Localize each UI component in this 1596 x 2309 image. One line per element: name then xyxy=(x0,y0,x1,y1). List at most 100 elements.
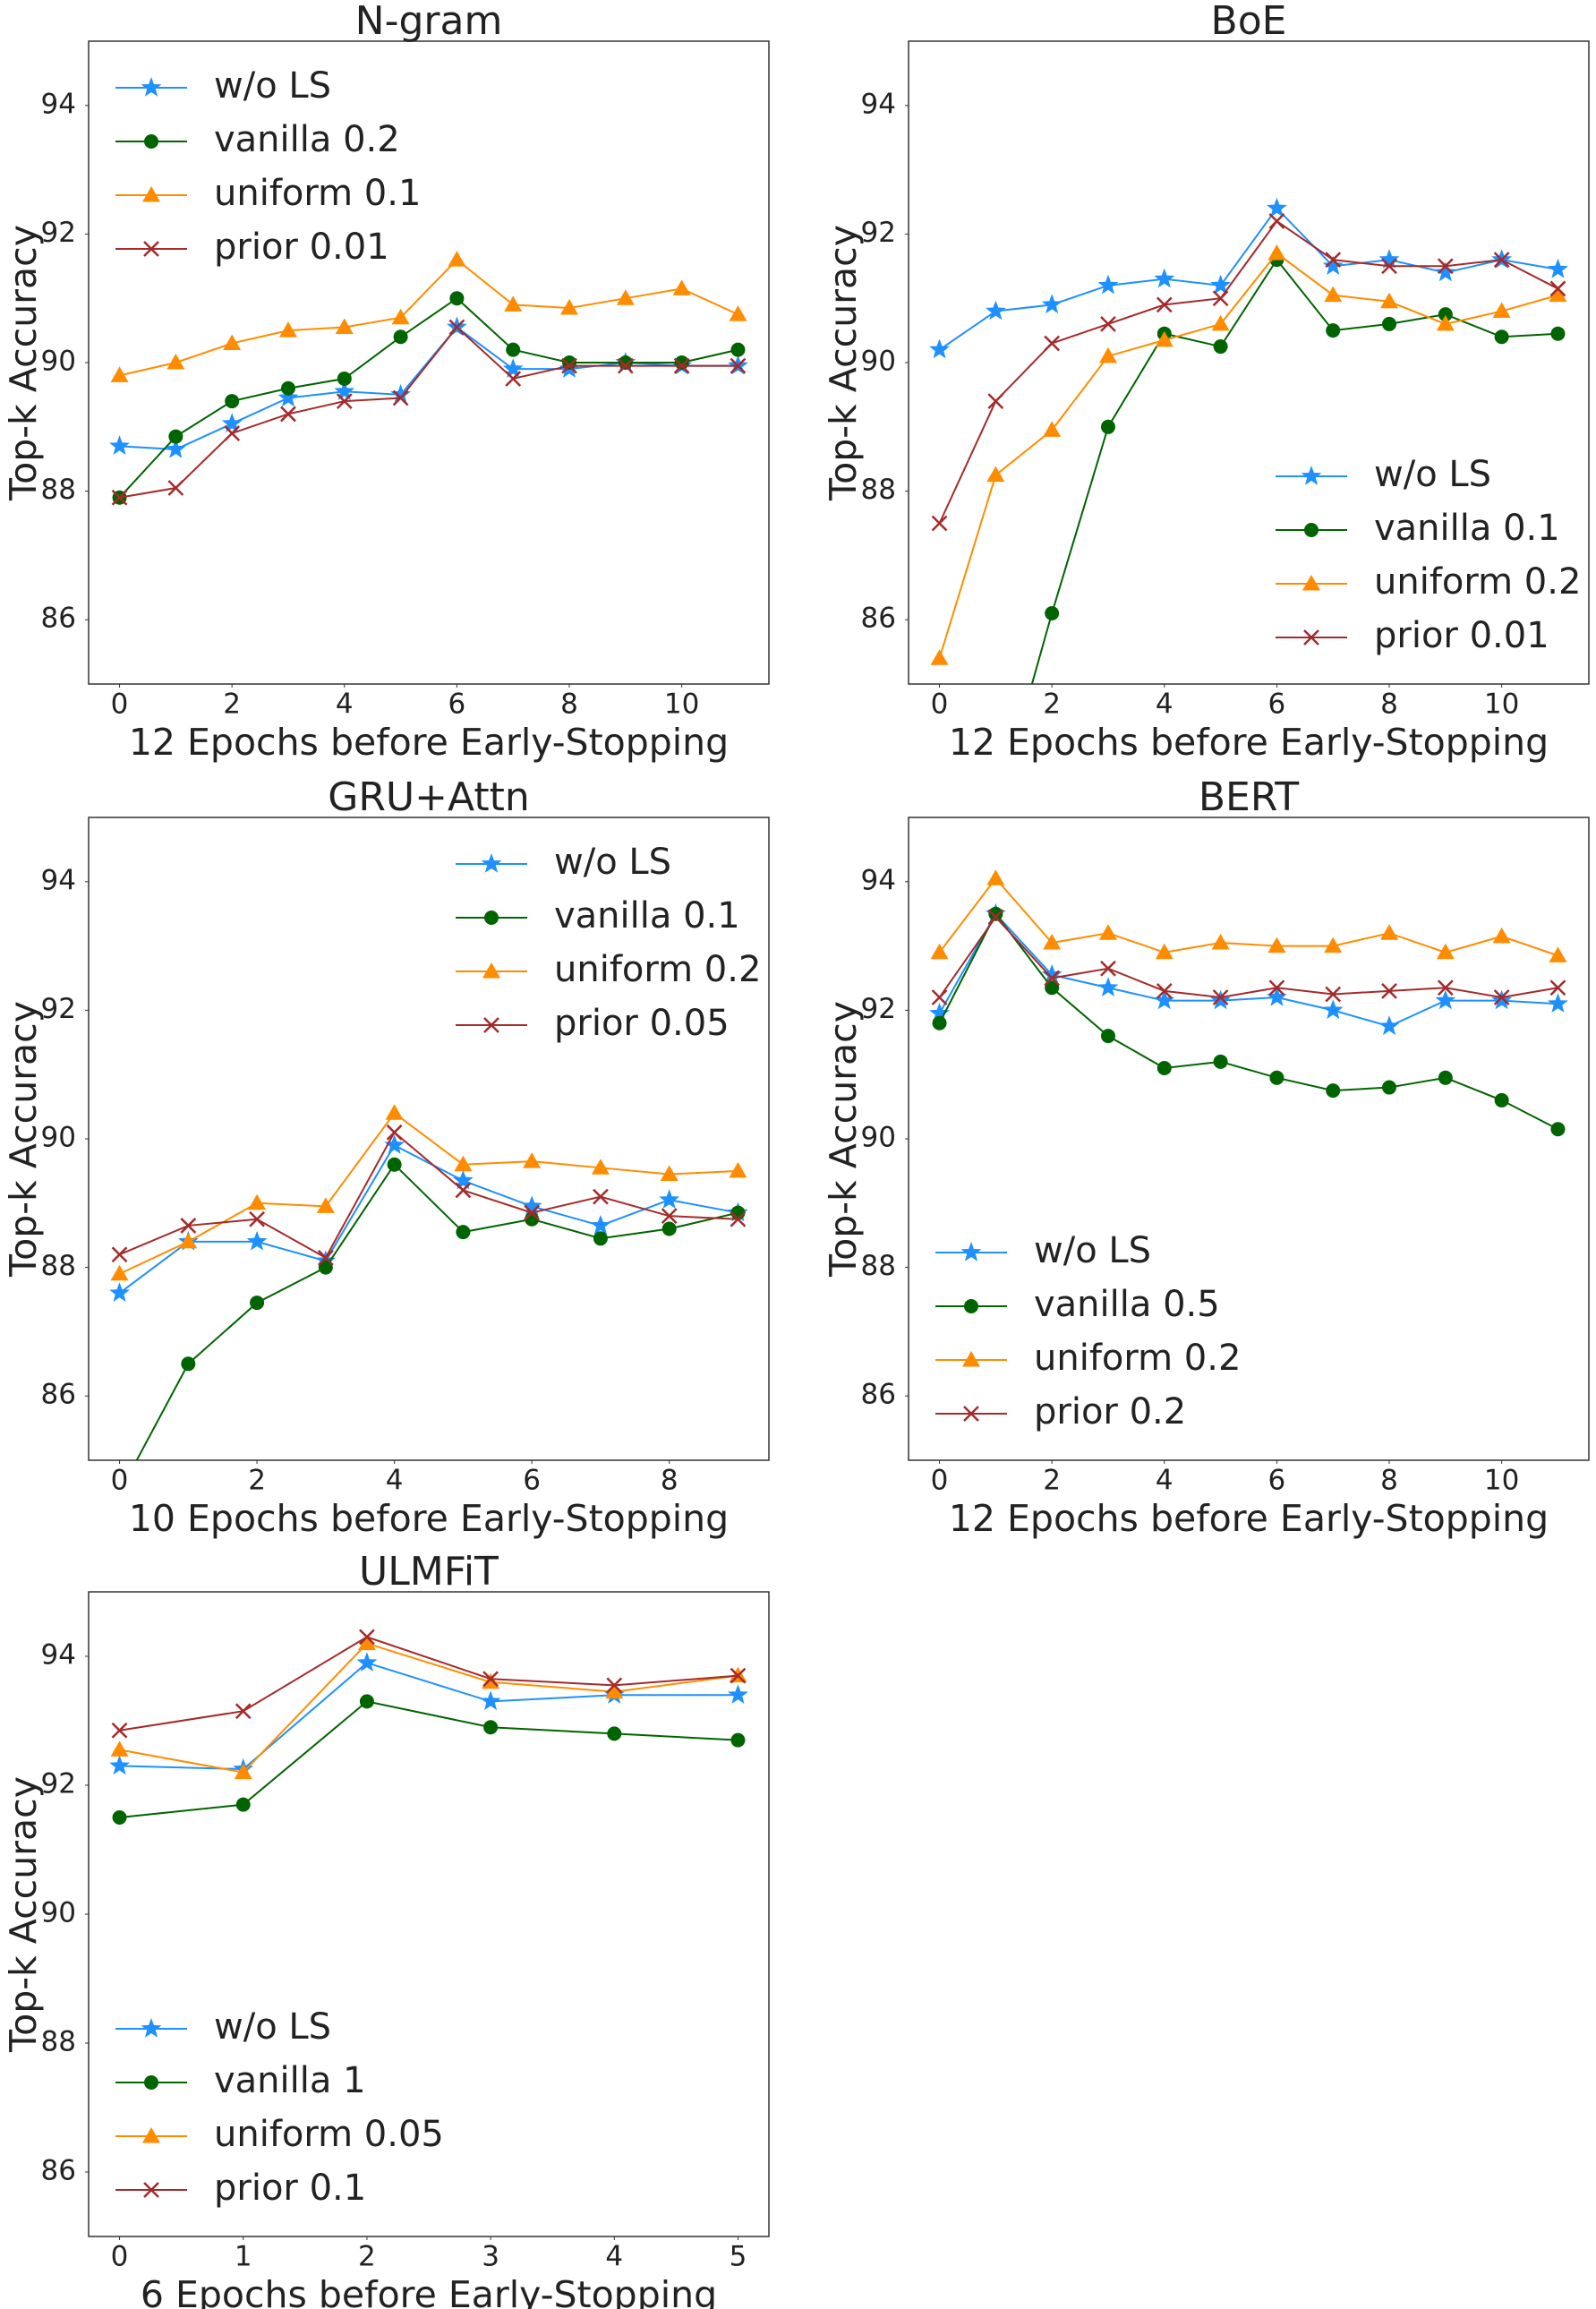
marker xyxy=(1325,252,1342,269)
series-line xyxy=(118,1143,738,1295)
marker xyxy=(1326,1083,1341,1099)
y-axis-label: Top-k Accuracy xyxy=(822,225,865,501)
marker xyxy=(112,1810,127,1825)
marker xyxy=(1549,946,1567,962)
marker xyxy=(660,1165,679,1181)
marker xyxy=(673,357,690,374)
y-tick-label: 92 xyxy=(41,993,76,1025)
marker xyxy=(280,381,295,396)
series-line xyxy=(1030,258,1558,684)
legend: w/o LS vanilla 0.2 uniform 0.1 prior 0.01 xyxy=(115,65,421,268)
series-line xyxy=(119,326,738,450)
x-axis-label: 6 Epochs before Early-Stopping xyxy=(141,2273,717,2309)
x-tick-label: 8 xyxy=(1380,1465,1398,1497)
marker xyxy=(356,1652,378,1672)
marker xyxy=(1267,987,1287,1006)
x-tick-label: 0 xyxy=(931,1465,949,1497)
plot-area xyxy=(109,251,748,506)
plot-area xyxy=(929,869,1568,1137)
marker xyxy=(385,1104,404,1120)
x-tick-label: 0 xyxy=(931,688,949,721)
marker xyxy=(109,435,130,455)
marker xyxy=(142,186,160,202)
marker xyxy=(985,300,1006,321)
marker xyxy=(1301,466,1322,485)
marker xyxy=(521,1195,542,1216)
marker xyxy=(181,1356,196,1372)
y-tick-label: 94 xyxy=(41,1639,76,1672)
y-tick-label: 90 xyxy=(41,1897,76,1929)
y-tick-label: 88 xyxy=(41,2026,76,2058)
plot-frame xyxy=(908,817,1590,1461)
plot-frame xyxy=(88,817,770,1461)
marker xyxy=(1155,330,1174,347)
marker xyxy=(964,1299,978,1313)
marker xyxy=(1437,258,1454,275)
marker xyxy=(1435,261,1456,282)
y-tick-label: 90 xyxy=(41,346,76,378)
legend: w/o LS vanilla 1 uniform 0.05 prior 0.1 xyxy=(115,2006,444,2209)
marker xyxy=(391,308,410,325)
marker xyxy=(1436,943,1455,960)
marker xyxy=(142,2127,160,2143)
y-tick-label: 88 xyxy=(861,474,896,506)
marker xyxy=(728,1684,748,1704)
marker xyxy=(730,1732,746,1748)
x-tick-label: 2 xyxy=(1043,688,1061,721)
marker xyxy=(225,394,240,409)
marker xyxy=(1156,982,1173,999)
marker xyxy=(730,342,746,357)
marker xyxy=(315,1250,337,1270)
marker xyxy=(1325,986,1342,1003)
marker xyxy=(561,357,577,374)
marker xyxy=(1213,339,1228,355)
plot-frame xyxy=(88,40,770,685)
marker xyxy=(390,383,411,404)
marker xyxy=(1043,421,1062,437)
marker xyxy=(659,1189,680,1209)
marker xyxy=(1380,924,1399,940)
x-tick-label: 1 xyxy=(235,2241,252,2273)
marker xyxy=(143,2182,159,2198)
x-tick-label: 4 xyxy=(605,2241,623,2273)
y-tick-label: 88 xyxy=(41,1250,76,1282)
marker xyxy=(1267,197,1287,218)
marker xyxy=(318,1260,333,1275)
marker xyxy=(929,338,950,359)
marker xyxy=(1097,274,1119,295)
marker xyxy=(674,355,689,370)
marker xyxy=(605,1682,624,1699)
legend-label: vanilla 0.5 xyxy=(1034,1284,1220,1325)
y-tick-label: 92 xyxy=(861,993,896,1025)
marker xyxy=(617,357,634,374)
marker xyxy=(931,515,948,532)
x-tick-label: 8 xyxy=(1380,688,1398,721)
marker xyxy=(1304,523,1319,537)
marker xyxy=(456,1225,471,1240)
marker xyxy=(1438,307,1453,322)
marker xyxy=(1100,960,1116,977)
y-tick-label: 92 xyxy=(41,217,76,249)
marker xyxy=(384,1134,405,1154)
y-tick-label: 86 xyxy=(861,1379,896,1411)
marker xyxy=(1100,419,1115,434)
chart-title: GRU+Attn xyxy=(328,774,529,820)
marker xyxy=(1326,323,1341,338)
marker xyxy=(357,1634,376,1651)
marker xyxy=(1494,329,1509,345)
legend-label: prior 0.01 xyxy=(214,227,389,268)
series-line xyxy=(938,912,1558,1028)
marker xyxy=(607,1726,622,1741)
marker xyxy=(141,77,162,97)
marker xyxy=(110,1740,129,1757)
marker xyxy=(661,1208,678,1225)
marker xyxy=(249,1210,265,1227)
y-axis-label: Top-k Accuracy xyxy=(822,1001,865,1278)
marker xyxy=(1268,979,1285,996)
x-tick-label: 4 xyxy=(386,1465,404,1497)
legend-label: uniform 0.2 xyxy=(554,949,761,990)
marker xyxy=(448,251,466,267)
marker xyxy=(590,1214,611,1235)
series-line xyxy=(119,1700,738,1818)
